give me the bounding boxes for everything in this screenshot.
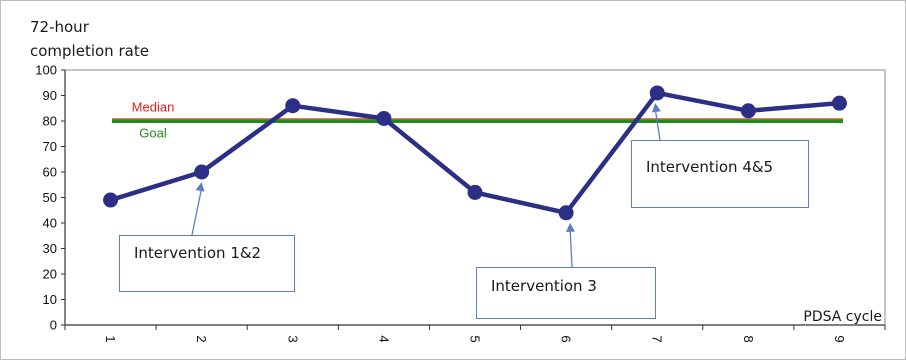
x-tick-label: 7 [650, 335, 665, 342]
reference-label-median: Median [132, 100, 175, 115]
y-ticks: 0 10 20 30 40 50 60 70 80 90 100 [35, 63, 65, 333]
data-point [376, 110, 392, 126]
annotation-arrow-head [565, 222, 575, 232]
y-tick-label: 100 [35, 63, 57, 78]
reference-label-goal: Goal [139, 126, 167, 141]
y-axis-title-line2: completion rate [30, 42, 149, 60]
y-tick-label: 40 [43, 216, 57, 231]
x-tick-label: 8 [741, 335, 756, 342]
reference-lines: Median Goal [112, 100, 843, 141]
x-tick-label: 2 [194, 335, 209, 342]
x-tick-label: 9 [832, 335, 847, 342]
y-tick-label: 0 [50, 318, 57, 333]
y-tick-label: 50 [43, 190, 57, 205]
annotation-intervention-4-5: Intervention 4&5 [631, 140, 809, 208]
y-tick-label: 70 [43, 139, 57, 154]
y-axis-title-line1: 72-hour [30, 18, 89, 36]
x-tick-label: 1 [103, 335, 118, 342]
annotation-arrow-head [651, 102, 661, 113]
annotation-intervention-1-2: Intervention 1&2 [119, 235, 295, 292]
y-tick-label: 20 [43, 267, 57, 282]
annotation-arrow-head [195, 182, 205, 192]
data-point [558, 205, 574, 221]
x-ticks: 1 2 3 4 5 6 7 8 9 [64, 325, 886, 343]
data-point [103, 192, 119, 208]
x-tick-label: 3 [285, 335, 300, 342]
y-tick-label: 10 [43, 292, 57, 307]
data-point [467, 184, 483, 200]
data-point [649, 85, 665, 101]
annotation-arrow-line [654, 108, 661, 141]
y-tick-label: 30 [43, 241, 57, 256]
x-tick-label: 5 [468, 335, 483, 342]
data-point [194, 164, 210, 180]
data-point [740, 103, 756, 119]
x-tick-label: 6 [559, 335, 574, 342]
series-group [103, 85, 847, 221]
x-axis-title: PDSA cycle [803, 309, 882, 325]
data-point [285, 98, 301, 114]
annotation-intervention-3: Intervention 3 [476, 267, 656, 319]
y-tick-label: 60 [43, 165, 57, 180]
y-tick-label: 80 [43, 114, 57, 129]
annotation-arrow-line [569, 228, 573, 268]
annotation-arrow-line [191, 187, 203, 236]
x-tick-label: 4 [376, 335, 391, 342]
y-tick-label: 90 [43, 88, 57, 103]
annotation-arrows [191, 102, 661, 268]
data-point [831, 95, 847, 111]
